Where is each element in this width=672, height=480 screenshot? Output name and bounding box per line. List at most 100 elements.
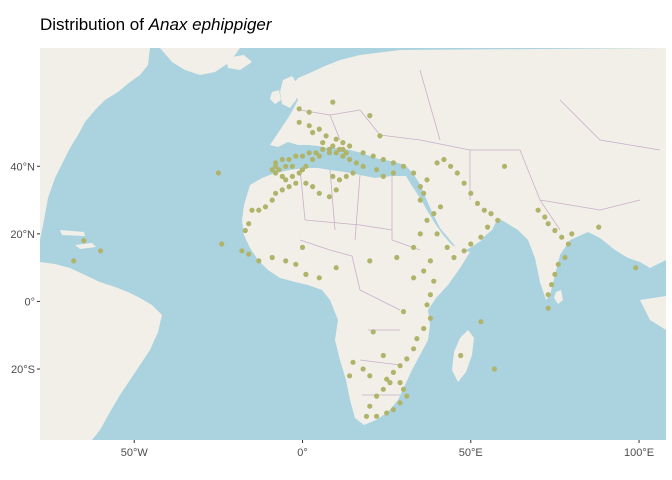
occurrence-point xyxy=(283,258,289,264)
occurrence-point xyxy=(411,244,417,250)
occurrence-point xyxy=(306,123,312,129)
occurrence-point xyxy=(353,160,359,166)
occurrence-point xyxy=(303,271,309,277)
occurrence-point xyxy=(273,190,279,196)
occurrence-point xyxy=(296,106,302,112)
occurrence-point xyxy=(451,254,457,261)
occurrence-point xyxy=(424,302,430,308)
cuba-land xyxy=(60,230,85,236)
occurrence-point xyxy=(474,200,481,206)
occurrence-point xyxy=(215,170,221,176)
occurrence-point xyxy=(414,336,420,342)
occurrence-point xyxy=(320,146,326,152)
occurrence-point xyxy=(313,150,319,156)
occurrence-point xyxy=(545,221,551,227)
occurrence-point xyxy=(434,160,440,166)
south-america-land xyxy=(40,262,162,440)
occurrence-point xyxy=(343,173,349,179)
occurrence-point xyxy=(417,197,423,203)
occurrence-point xyxy=(404,393,410,399)
occurrence-point xyxy=(340,140,346,146)
occurrence-point xyxy=(276,167,282,173)
occurrence-point xyxy=(549,282,555,288)
occurrence-point xyxy=(273,163,279,169)
occurrence-point xyxy=(256,207,262,213)
occurrence-point xyxy=(390,160,396,166)
occurrence-point xyxy=(279,173,285,179)
occurrence-point xyxy=(326,194,332,200)
occurrence-point xyxy=(411,346,417,352)
x-tick-label: 50°E xyxy=(459,447,483,459)
country-borders-eurasia xyxy=(299,69,661,231)
occurrence-point xyxy=(501,163,508,169)
occurrence-point xyxy=(333,187,339,193)
africa-land xyxy=(242,168,470,425)
occurrence-point xyxy=(424,177,430,183)
british-isles-land xyxy=(280,76,298,108)
occurrence-point xyxy=(374,167,380,173)
occurrence-point xyxy=(380,173,386,179)
occurrence-point xyxy=(559,234,565,240)
occurrence-point xyxy=(481,207,487,213)
occurrence-point xyxy=(360,150,366,156)
x-tick-label: 100°E xyxy=(624,447,654,459)
occurrence-point xyxy=(380,156,386,163)
occurrence-point xyxy=(340,153,346,159)
occurrence-point xyxy=(417,184,423,190)
border-layer xyxy=(299,69,661,396)
occurrence-point xyxy=(468,241,474,247)
occurrence-point xyxy=(316,190,322,196)
occurrence-point xyxy=(330,99,336,105)
occurrence-point xyxy=(458,352,464,359)
occurrence-point xyxy=(421,325,427,332)
occurrence-point xyxy=(367,373,373,379)
occurrence-point xyxy=(562,254,568,261)
occurrence-point xyxy=(394,254,400,261)
occurrence-point xyxy=(347,373,353,379)
occurrence-point xyxy=(495,217,501,223)
occurrence-point xyxy=(303,163,309,169)
occurrence-point xyxy=(310,184,316,190)
occurrence-point xyxy=(289,163,295,169)
occurrence-point xyxy=(444,244,450,250)
occurrence-point xyxy=(350,359,356,365)
occurrence-point xyxy=(246,251,252,257)
occurrence-point xyxy=(411,170,417,176)
occurrence-point xyxy=(427,315,433,321)
occurrence-point xyxy=(256,258,262,264)
occurrence-point xyxy=(296,170,302,176)
occurrence-point xyxy=(367,258,373,264)
occurrence-point xyxy=(448,163,454,169)
occurrence-point xyxy=(303,180,309,186)
occurrence-point xyxy=(427,292,433,298)
occurrence-point xyxy=(347,156,353,163)
occurrence-point xyxy=(262,204,269,210)
occurrence-point xyxy=(411,275,417,281)
occurrence-point xyxy=(306,109,312,115)
title-species: Anax ephippiger xyxy=(148,15,272,34)
occurrence-point xyxy=(316,126,322,132)
country-borders-africa xyxy=(299,167,421,396)
occurrence-point xyxy=(400,163,407,169)
occurrence-point xyxy=(360,163,366,169)
occurrence-point xyxy=(347,143,353,149)
iceland-land xyxy=(226,55,252,70)
occurrence-point xyxy=(31,268,36,273)
occurrence-point xyxy=(269,254,275,261)
occurrence-point xyxy=(569,231,575,237)
occurrence-point xyxy=(333,265,339,271)
map-panel xyxy=(31,48,666,440)
occurrence-point xyxy=(434,231,440,237)
occurrence-point xyxy=(239,248,245,254)
occurrence-point xyxy=(542,214,548,220)
occurrence-point xyxy=(431,278,437,284)
occurrence-point xyxy=(390,170,396,176)
caribbean-islands-land xyxy=(75,243,96,249)
occurrence-point xyxy=(380,352,386,359)
occurrence-point xyxy=(299,244,306,250)
occurrence-point xyxy=(306,150,312,156)
occurrence-point xyxy=(81,238,87,244)
occurrence-point xyxy=(283,177,289,183)
occurrence-point xyxy=(370,329,376,335)
